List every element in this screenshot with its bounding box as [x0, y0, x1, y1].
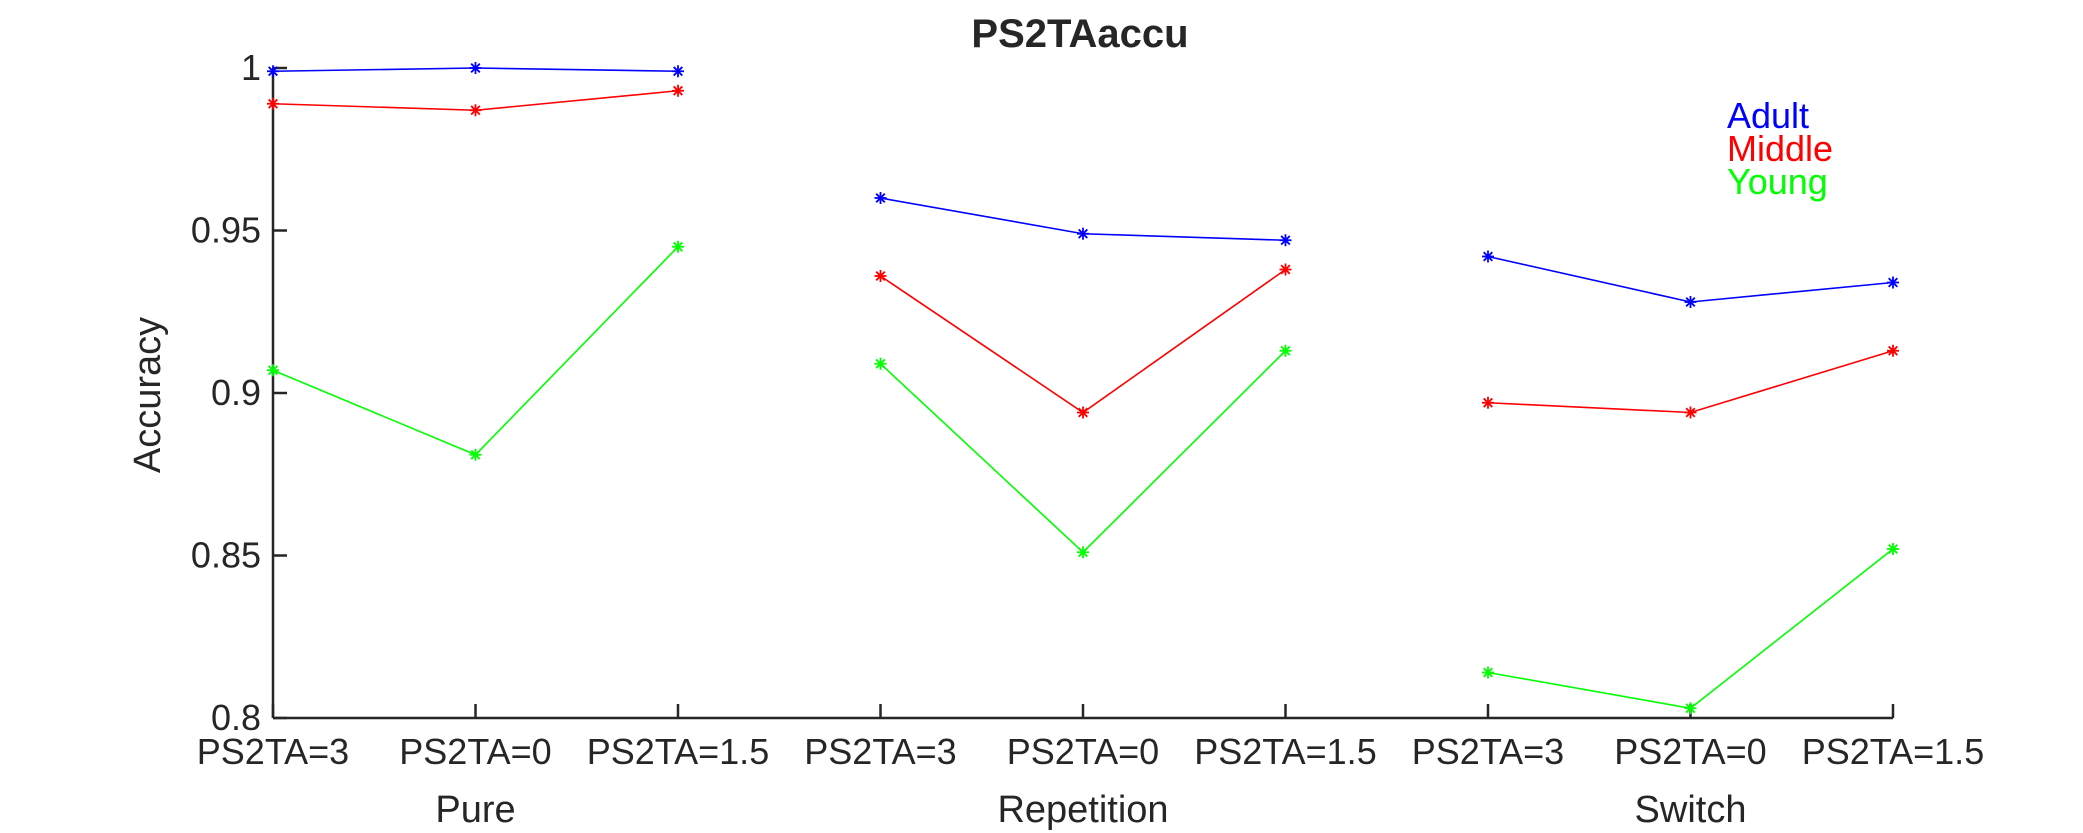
- marker-stroke: [1280, 345, 1291, 356]
- chart-title: PS2TAaccu: [971, 12, 1188, 56]
- data-point: [1482, 666, 1494, 679]
- data-point: [1279, 234, 1292, 247]
- data-point: [1279, 344, 1292, 357]
- data-point: [1684, 406, 1697, 419]
- data-point: [469, 104, 482, 117]
- legend-entry-young: Young: [1727, 161, 1828, 202]
- group-label: Switch: [1635, 789, 1747, 831]
- data-point: [1482, 250, 1494, 263]
- marker-stroke: [1483, 667, 1493, 678]
- data-point: [1684, 702, 1697, 715]
- data-point: [469, 62, 482, 74]
- x-tick-label: PS2TA=1.5: [1194, 731, 1376, 772]
- x-tick-label: PS2TA=3: [1412, 731, 1564, 772]
- x-tick-label: PS2TA=3: [197, 731, 349, 772]
- marker-stroke: [875, 193, 886, 203]
- marker-stroke: [1280, 264, 1291, 275]
- y-tick-label: 1: [241, 47, 261, 88]
- marker-stroke: [1280, 235, 1291, 246]
- marker-stroke: [1685, 407, 1696, 418]
- marker-stroke: [1685, 297, 1696, 307]
- x-tick-label: PS2TA=1.5: [587, 731, 769, 772]
- data-point: [1077, 546, 1089, 559]
- y-tick-label: 0.95: [191, 210, 261, 251]
- x-tick-label: PS2TA=0: [399, 731, 551, 772]
- x-tick-label: PS2TA=1.5: [1802, 731, 1984, 772]
- data-point: [1482, 396, 1494, 409]
- data-point: [267, 97, 279, 110]
- marker-stroke: [1078, 547, 1088, 558]
- data-point: [672, 84, 684, 97]
- marker-stroke: [268, 365, 278, 376]
- marker-stroke: [268, 66, 278, 77]
- data-point: [1684, 296, 1697, 308]
- data-point: [267, 65, 279, 78]
- marker-stroke: [673, 66, 683, 77]
- x-tick-label: PS2TA=3: [804, 731, 956, 772]
- x-tick-label: PS2TA=0: [1007, 731, 1159, 772]
- marker-stroke: [1483, 251, 1493, 262]
- marker-stroke: [875, 358, 886, 369]
- marker-stroke: [1888, 544, 1898, 554]
- marker-stroke: [470, 105, 481, 116]
- y-tick-label: 0.8: [211, 697, 261, 738]
- data-point: [1077, 227, 1089, 240]
- y-tick-label: 0.9: [211, 372, 261, 413]
- marker-stroke: [1888, 277, 1898, 288]
- data-point: [874, 270, 887, 282]
- y-axis-label: Accuracy: [127, 317, 169, 473]
- legend-entry-middle: Middle: [1727, 128, 1833, 169]
- data-point: [1887, 276, 1899, 289]
- tick-labels: 0.8 0.85 0.9 0.95 1 PS2TA=3 PS2TA=0 PS2TA=1.5 Pu…: [191, 47, 1984, 831]
- data-point: [267, 364, 279, 377]
- y-tick-label: 0.85: [191, 535, 261, 576]
- data-point: [672, 65, 684, 78]
- axes: [271, 66, 1895, 720]
- data-series: [267, 62, 1899, 715]
- marker-stroke: [1685, 703, 1696, 714]
- data-point: [1279, 263, 1292, 276]
- data-point: [469, 448, 482, 461]
- marker-stroke: [875, 271, 886, 281]
- marker-stroke: [1888, 345, 1898, 356]
- data-point: [874, 192, 887, 204]
- marker-stroke: [1078, 407, 1088, 418]
- data-point: [1887, 543, 1899, 555]
- legend-entry-adult: Adult: [1727, 95, 1809, 136]
- marker-stroke: [470, 63, 481, 73]
- data-point: [874, 357, 887, 370]
- data-point: [1887, 344, 1899, 357]
- marker-stroke: [268, 98, 278, 109]
- marker-stroke: [470, 449, 481, 460]
- marker-stroke: [1078, 228, 1088, 239]
- x-tick-label: PS2TA=0: [1614, 731, 1766, 772]
- marker-stroke: [1483, 397, 1493, 408]
- marker-stroke: [673, 241, 683, 252]
- marker-stroke: [673, 85, 683, 96]
- group-label: Repetition: [997, 789, 1168, 831]
- group-label: Pure: [435, 789, 515, 831]
- data-point: [1077, 406, 1089, 419]
- data-point: [672, 240, 684, 253]
